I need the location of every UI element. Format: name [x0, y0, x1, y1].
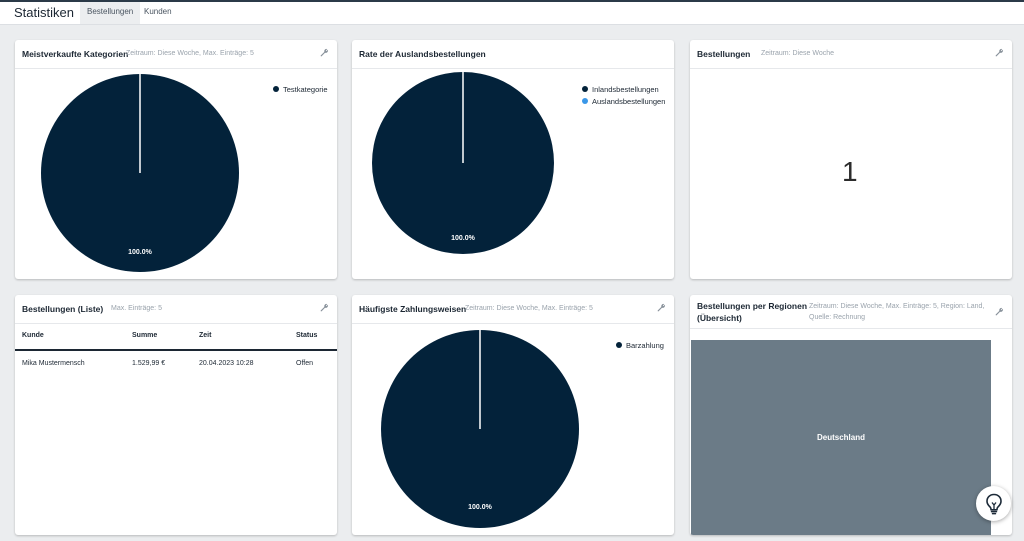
tab-bestellungen[interactable]: Bestellungen: [80, 2, 141, 24]
page-header: Statistiken Bestellungen Kunden: [0, 2, 1024, 25]
chart-legend: Barzahlung: [616, 339, 664, 351]
card-meta: Zeitraum: Diese Woche: [761, 50, 835, 57]
treemap-region-tile[interactable]: Deutschland: [691, 340, 991, 535]
wrench-icon[interactable]: [995, 48, 1004, 59]
column-header-kunde[interactable]: Kunde: [22, 332, 44, 339]
card-title: Meistverkaufte Kategorien: [22, 49, 129, 59]
card-meta: Zeitraum: Diese Woche, Max. Einträge: 5: [126, 50, 254, 57]
cell-status: Offen: [296, 360, 313, 367]
orders-count-card: Bestellungen Zeitraum: Diese Woche 1: [690, 40, 1012, 279]
legend-item-ausland[interactable]: Auslandsbestellungen: [582, 95, 665, 107]
legend-item[interactable]: Barzahlung: [616, 339, 664, 351]
card-meta: Zeitraum: Diese Woche, Max. Einträge: 5,…: [809, 303, 985, 321]
chart-legend: Inlandsbestellungen Auslandsbestellungen: [582, 83, 665, 107]
card-meta: Max. Einträge: 5: [111, 305, 162, 312]
card-title: Bestellungen per Regionen (Übersicht): [697, 301, 808, 323]
help-button[interactable]: [976, 486, 1011, 521]
pie-data-label: 100.0%: [468, 504, 493, 511]
top-accent-line: [0, 0, 1024, 2]
legend-item-inland[interactable]: Inlandsbestellungen: [582, 83, 665, 95]
pie-chart: 100.0%: [41, 74, 239, 272]
orders-count-value: 1: [842, 156, 858, 187]
orders-list-card: Bestellungen (Liste) Max. Einträge: 5 Ku…: [15, 295, 337, 535]
wrench-icon[interactable]: [995, 307, 1004, 318]
wrench-icon[interactable]: [320, 48, 329, 59]
pie-data-label: 100.0%: [451, 235, 476, 242]
chart-legend: Testkategorie: [273, 83, 328, 95]
cell-summe: 1.529,99 €: [132, 360, 166, 367]
card-title: Rate der Auslandsbestellungen: [359, 49, 486, 59]
column-header-summe[interactable]: Summe: [132, 332, 158, 339]
orders-by-region-card: Bestellungen per Regionen (Übersicht) Ze…: [690, 295, 1012, 535]
pie-data-label: 100.0%: [128, 249, 153, 256]
legend-item[interactable]: Testkategorie: [273, 83, 328, 95]
cell-kunde: Mika Mustermensch: [22, 360, 85, 367]
column-header-zeit[interactable]: Zeit: [199, 332, 212, 339]
foreign-orders-rate-card: Rate der Auslandsbestellungen 100.0% Inl…: [352, 40, 674, 279]
payment-methods-card: Häufigste Zahlungsweisen Zeitraum: Diese…: [352, 295, 674, 535]
pie-chart: 100.0%: [372, 72, 554, 254]
pie-chart: 100.0%: [381, 330, 579, 528]
wrench-icon[interactable]: [657, 303, 666, 314]
tab-kunden[interactable]: Kunden: [144, 7, 172, 16]
card-title: Bestellungen: [697, 49, 751, 59]
card-title: Häufigste Zahlungsweisen: [359, 304, 467, 314]
card-title: Bestellungen (Liste): [22, 304, 104, 314]
top-categories-card: Meistverkaufte Kategorien Zeitraum: Dies…: [15, 40, 337, 279]
table-header-rule: [15, 349, 337, 351]
cell-zeit: 20.04.2023 10:28: [199, 360, 254, 367]
column-header-status[interactable]: Status: [296, 332, 318, 339]
page-title: Statistiken: [14, 5, 74, 20]
lightbulb-icon: [985, 493, 1002, 514]
wrench-icon[interactable]: [320, 303, 329, 314]
card-meta: Zeitraum: Diese Woche, Max. Einträge: 5: [465, 305, 593, 312]
